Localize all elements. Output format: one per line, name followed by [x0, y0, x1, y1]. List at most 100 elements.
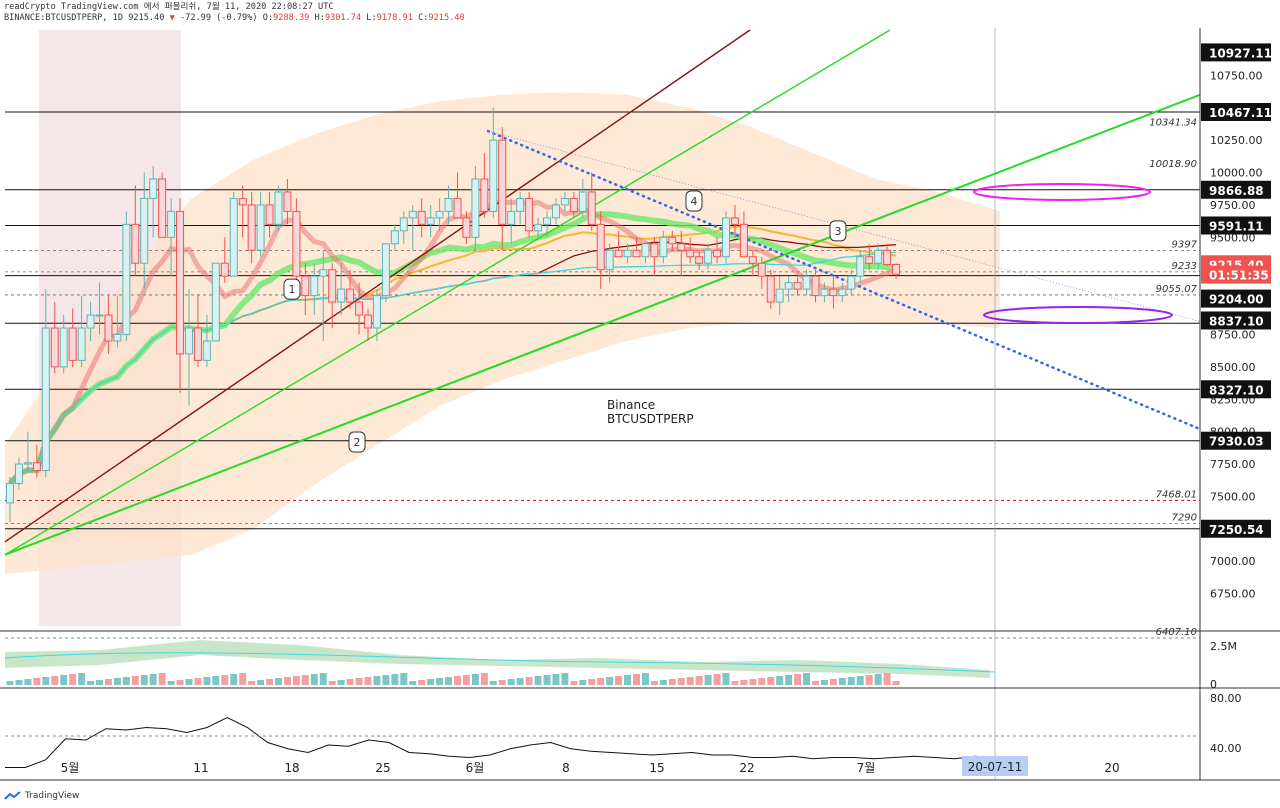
- candle-body: [596, 223, 605, 271]
- price-tick-label: 6750.00: [1210, 588, 1256, 601]
- price-tick-label: 9500.00: [1210, 231, 1256, 244]
- candle-body: [140, 197, 149, 264]
- time-tick-label: 15: [649, 761, 664, 775]
- candle-body: [811, 275, 820, 297]
- volume-bar: [275, 678, 282, 685]
- ema-ribbon-red: [8, 199, 897, 486]
- candle: [641, 243, 650, 264]
- candle-body: [158, 178, 167, 238]
- candle-body: [847, 275, 856, 290]
- low-label: L:: [366, 13, 377, 23]
- volume-bar: [292, 676, 300, 685]
- candle: [86, 302, 95, 341]
- price-badge: [1201, 180, 1271, 199]
- candle-body: [390, 230, 399, 245]
- candle: [211, 262, 220, 342]
- volume-bar: [516, 678, 524, 685]
- candle: [238, 185, 247, 238]
- candle-body: [372, 295, 381, 329]
- last-price: 9215.40: [128, 13, 165, 23]
- candle-body: [659, 236, 668, 258]
- volume-bar: [552, 674, 560, 685]
- candle-body: [86, 314, 95, 329]
- price-tick-label: 10750.00: [1210, 69, 1263, 82]
- callout-box: [685, 190, 703, 212]
- price-tick-label: 8500.00: [1210, 361, 1256, 374]
- high-label: H:: [314, 13, 325, 23]
- volume-bar: [60, 675, 68, 685]
- candle: [131, 185, 140, 277]
- time-tick-label: 25: [375, 761, 390, 775]
- volume-bar: [266, 679, 274, 685]
- volume-bar: [328, 681, 336, 685]
- candle: [722, 211, 730, 264]
- candle: [802, 269, 811, 296]
- price-badge-label: 10927.11: [1209, 46, 1272, 60]
- candle-body: [193, 327, 202, 361]
- candle: [104, 295, 113, 354]
- candle: [167, 198, 176, 277]
- volume-bar: [122, 677, 130, 685]
- tradingview-footer[interactable]: TradingView: [4, 791, 79, 801]
- candle: [874, 243, 883, 270]
- candle: [41, 289, 50, 477]
- price-tick-label: 10250.00: [1210, 134, 1263, 147]
- candle-body: [77, 327, 86, 361]
- candle-body: [310, 275, 319, 297]
- candle: [95, 282, 104, 335]
- volume-bar: [847, 677, 855, 685]
- tradingview-logo-icon: [4, 791, 21, 800]
- price-tick-label: 7750.00: [1210, 458, 1256, 471]
- moving-average-cyan: [9, 251, 897, 484]
- candle-body: [605, 249, 614, 271]
- candle-body: [435, 210, 444, 219]
- candle: [757, 256, 766, 290]
- candle: [185, 289, 193, 406]
- candle: [480, 153, 489, 218]
- volume-bar: [427, 679, 435, 685]
- open-label: O:: [262, 13, 274, 23]
- symbol-label: BINANCE:BTCUSDTPERP, 1D: [4, 13, 123, 23]
- candle: [364, 308, 372, 341]
- volume-bar: [319, 673, 327, 685]
- volume-bar: [650, 681, 658, 685]
- time-tick-label: 8: [562, 761, 570, 775]
- candle-body: [131, 223, 140, 264]
- candle-body: [722, 217, 730, 258]
- price-badge-label: 01:51:35: [1209, 269, 1269, 283]
- volume-bar: [409, 681, 417, 685]
- volume-bar: [355, 678, 363, 685]
- volume-bar: [158, 673, 166, 685]
- candle-body: [417, 210, 426, 225]
- price-badge-label: 10467.11: [1209, 106, 1272, 120]
- candle-body: [68, 327, 77, 361]
- candle: [59, 315, 68, 374]
- candle: [650, 237, 659, 277]
- level-label: 6407.10: [1156, 627, 1197, 638]
- candle-body: [677, 243, 686, 251]
- volume-ma-line: [4, 652, 996, 673]
- candle: [202, 315, 211, 367]
- candle: [417, 198, 426, 238]
- candle-body: [874, 249, 883, 264]
- oscillator-line: [5, 716, 996, 768]
- volume-bar: [346, 679, 354, 685]
- volume-bar: [588, 679, 596, 685]
- candle: [346, 269, 355, 309]
- candle: [507, 198, 516, 244]
- candle: [793, 276, 802, 296]
- candle: [847, 269, 856, 296]
- price-badge: [1201, 43, 1271, 62]
- candle: [256, 191, 265, 257]
- candle-body: [793, 282, 802, 290]
- time-tick-label: 7월: [857, 761, 876, 775]
- volume-bar: [668, 679, 676, 685]
- annotation-callout: 2: [348, 431, 366, 453]
- candle-body: [41, 327, 50, 472]
- volume-bar: [257, 680, 265, 685]
- candle: [68, 308, 77, 367]
- candle: [319, 250, 328, 341]
- level-label: 10341.34: [1149, 117, 1197, 128]
- candle-body: [202, 340, 211, 361]
